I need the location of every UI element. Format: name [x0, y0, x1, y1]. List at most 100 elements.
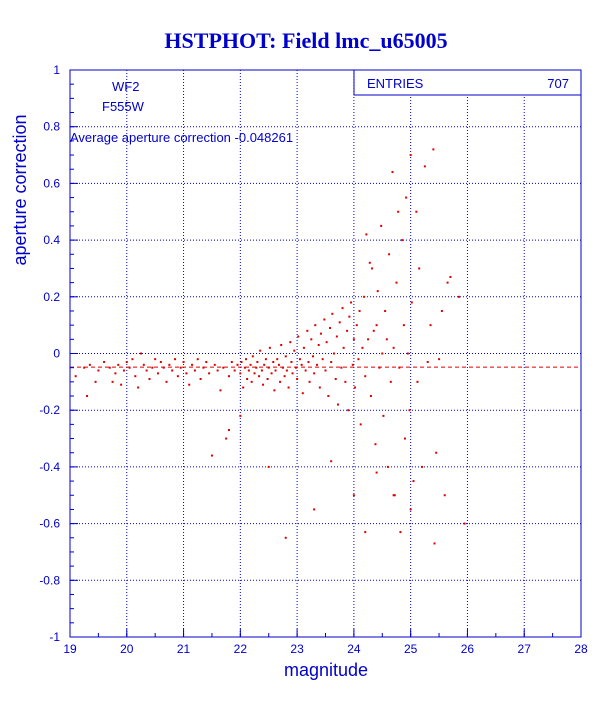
data-point: [297, 335, 300, 338]
data-point: [315, 363, 318, 366]
data-point: [125, 361, 128, 364]
data-point: [325, 341, 328, 344]
data-point: [389, 380, 392, 383]
data-point: [382, 414, 385, 417]
data-point: [285, 369, 288, 372]
data-point: [258, 375, 261, 378]
data-point: [423, 165, 426, 168]
data-point: [298, 358, 301, 361]
data-point: [401, 239, 404, 242]
data-point: [259, 349, 262, 352]
data-point: [182, 361, 185, 364]
data-point: [196, 358, 199, 361]
x-tick-label: 24: [347, 642, 361, 656]
data-point: [334, 378, 337, 381]
data-point: [219, 389, 222, 392]
data-point: [284, 536, 287, 539]
data-point: [406, 352, 409, 355]
data-point: [227, 429, 230, 432]
data-point: [240, 361, 243, 364]
data-point: [272, 361, 275, 364]
data-point: [256, 361, 259, 364]
data-point: [83, 366, 86, 369]
data-point: [324, 369, 327, 372]
data-point: [239, 414, 242, 417]
data-point: [355, 324, 358, 327]
data-point: [274, 369, 277, 372]
data-point: [327, 395, 330, 398]
data-point: [103, 361, 106, 364]
data-point: [348, 315, 351, 318]
data-point: [94, 380, 97, 383]
data-point: [408, 409, 411, 412]
y-tick-label: -0.6: [39, 517, 60, 531]
data-point: [384, 309, 387, 312]
data-point: [350, 301, 353, 304]
data-point: [375, 324, 378, 327]
data-point: [267, 465, 270, 468]
data-point: [397, 210, 400, 213]
data-point: [342, 346, 345, 349]
data-point: [306, 329, 309, 332]
data-point: [409, 154, 412, 157]
data-point: [142, 363, 145, 366]
data-point: [443, 494, 446, 497]
data-point: [145, 369, 148, 372]
data-point: [367, 338, 370, 341]
data-point: [374, 443, 377, 446]
data-point: [312, 355, 315, 358]
data-point: [264, 358, 267, 361]
data-point: [139, 352, 142, 355]
data-point: [378, 366, 381, 369]
data-point: [347, 409, 350, 412]
x-tick-label: 28: [574, 642, 588, 656]
data-point: [410, 301, 413, 304]
data-point: [330, 460, 333, 463]
data-point: [262, 383, 265, 386]
data-point: [287, 386, 290, 389]
data-point: [267, 366, 270, 369]
data-point: [399, 531, 402, 534]
data-point: [338, 321, 341, 324]
data-point: [296, 378, 299, 381]
data-point: [352, 494, 355, 497]
data-point: [174, 358, 177, 361]
data-point: [335, 335, 338, 338]
data-point: [402, 324, 405, 327]
data-point: [421, 465, 424, 468]
filter-annotation: F555W: [102, 99, 145, 114]
data-point: [446, 281, 449, 284]
camera-annotation: WF2: [112, 79, 139, 94]
data-point: [405, 196, 408, 199]
data-point: [247, 369, 250, 372]
data-point: [365, 233, 368, 236]
data-point: [463, 522, 466, 525]
data-point: [168, 363, 171, 366]
data-point: [393, 494, 396, 497]
data-point: [270, 372, 273, 375]
data-point: [346, 329, 349, 332]
data-point: [340, 366, 343, 369]
data-point: [313, 372, 316, 375]
data-point: [188, 383, 191, 386]
data-point: [242, 386, 245, 389]
data-point: [368, 261, 371, 264]
data-point: [300, 363, 303, 366]
y-tick-label: 0: [53, 347, 60, 361]
data-point: [333, 352, 336, 355]
data-point: [191, 363, 194, 366]
data-point: [122, 369, 125, 372]
stats-entries-value: 707: [547, 76, 569, 91]
data-point: [239, 372, 242, 375]
data-point: [255, 366, 258, 369]
data-point: [429, 324, 432, 327]
y-tick-label: 0.4: [43, 233, 60, 247]
data-point: [260, 369, 263, 372]
data-point: [307, 361, 310, 364]
data-point: [179, 366, 182, 369]
data-point: [210, 454, 213, 457]
data-point: [314, 324, 317, 327]
data-point: [418, 267, 421, 270]
